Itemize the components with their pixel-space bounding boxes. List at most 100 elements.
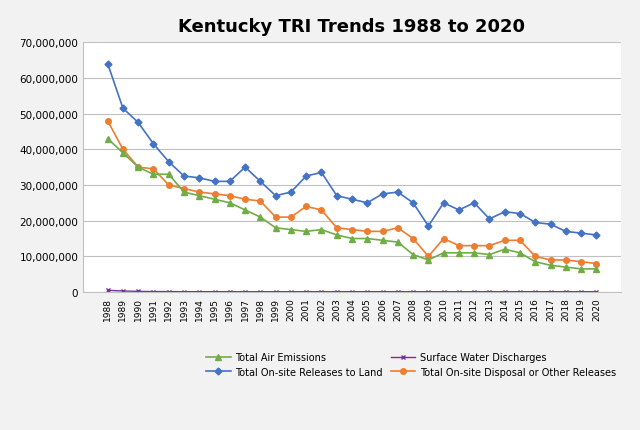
Surface Water Discharges bbox=[287, 289, 295, 295]
Surface Water Discharges bbox=[516, 289, 524, 295]
Total On-site Disposal or Other Releases bbox=[531, 254, 539, 259]
Total Air Emissions bbox=[165, 172, 173, 178]
Total On-site Disposal or Other Releases bbox=[501, 238, 509, 243]
Total Air Emissions bbox=[501, 247, 509, 252]
Total Air Emissions bbox=[195, 194, 203, 199]
Total Air Emissions bbox=[394, 240, 402, 245]
Surface Water Discharges bbox=[547, 289, 554, 295]
Surface Water Discharges bbox=[257, 289, 264, 295]
Total On-site Releases to Land bbox=[409, 201, 417, 206]
Total Air Emissions bbox=[364, 237, 371, 242]
Total On-site Releases to Land bbox=[501, 210, 509, 215]
Total On-site Releases to Land bbox=[379, 192, 387, 197]
Total Air Emissions bbox=[516, 251, 524, 256]
Total On-site Disposal or Other Releases bbox=[302, 204, 310, 209]
Total On-site Releases to Land bbox=[364, 201, 371, 206]
Total On-site Disposal or Other Releases bbox=[226, 194, 234, 199]
Total Air Emissions bbox=[486, 252, 493, 258]
Total On-site Disposal or Other Releases bbox=[409, 237, 417, 242]
Total On-site Releases to Land bbox=[257, 179, 264, 184]
Total On-site Releases to Land bbox=[424, 224, 432, 229]
Total On-site Releases to Land bbox=[226, 179, 234, 184]
Total On-site Disposal or Other Releases bbox=[455, 243, 463, 249]
Surface Water Discharges bbox=[104, 288, 111, 293]
Total Air Emissions bbox=[150, 172, 157, 178]
Surface Water Discharges bbox=[317, 289, 325, 295]
Total On-site Disposal or Other Releases bbox=[104, 119, 111, 124]
Total On-site Disposal or Other Releases bbox=[150, 167, 157, 172]
Surface Water Discharges bbox=[348, 289, 356, 295]
Line: Total Air Emissions: Total Air Emissions bbox=[105, 136, 599, 272]
Total On-site Releases to Land bbox=[272, 194, 280, 199]
Total Air Emissions bbox=[119, 151, 127, 156]
Total On-site Disposal or Other Releases bbox=[348, 227, 356, 233]
Total Air Emissions bbox=[180, 190, 188, 195]
Total Air Emissions bbox=[104, 137, 111, 142]
Total Air Emissions bbox=[272, 226, 280, 231]
Total Air Emissions bbox=[226, 201, 234, 206]
Total On-site Releases to Land bbox=[180, 174, 188, 179]
Surface Water Discharges bbox=[379, 289, 387, 295]
Total Air Emissions bbox=[577, 267, 585, 272]
Total On-site Disposal or Other Releases bbox=[562, 258, 570, 263]
Total On-site Disposal or Other Releases bbox=[547, 258, 554, 263]
Line: Total On-site Releases to Land: Total On-site Releases to Land bbox=[105, 62, 599, 238]
Total Air Emissions bbox=[455, 251, 463, 256]
Surface Water Discharges bbox=[134, 289, 142, 294]
Total On-site Releases to Land bbox=[150, 142, 157, 147]
Total On-site Releases to Land bbox=[440, 201, 447, 206]
Surface Water Discharges bbox=[272, 289, 280, 295]
Total On-site Releases to Land bbox=[333, 194, 340, 199]
Total On-site Releases to Land bbox=[531, 220, 539, 225]
Total Air Emissions bbox=[302, 229, 310, 234]
Surface Water Discharges bbox=[424, 289, 432, 295]
Line: Surface Water Discharges: Surface Water Discharges bbox=[106, 289, 598, 294]
Surface Water Discharges bbox=[333, 289, 340, 295]
Title: Kentucky TRI Trends 1988 to 2020: Kentucky TRI Trends 1988 to 2020 bbox=[179, 18, 525, 36]
Surface Water Discharges bbox=[562, 289, 570, 295]
Surface Water Discharges bbox=[440, 289, 447, 295]
Total Air Emissions bbox=[134, 165, 142, 170]
Surface Water Discharges bbox=[394, 289, 402, 295]
Total On-site Releases to Land bbox=[394, 190, 402, 195]
Total On-site Releases to Land bbox=[593, 233, 600, 238]
Total On-site Disposal or Other Releases bbox=[394, 226, 402, 231]
Total On-site Disposal or Other Releases bbox=[379, 229, 387, 234]
Total Air Emissions bbox=[562, 265, 570, 270]
Total On-site Disposal or Other Releases bbox=[516, 238, 524, 243]
Total On-site Releases to Land bbox=[241, 165, 249, 170]
Total Air Emissions bbox=[440, 251, 447, 256]
Total On-site Disposal or Other Releases bbox=[211, 192, 218, 197]
Total On-site Disposal or Other Releases bbox=[287, 215, 295, 220]
Total Air Emissions bbox=[547, 263, 554, 268]
Total On-site Releases to Land bbox=[455, 208, 463, 213]
Total On-site Disposal or Other Releases bbox=[195, 190, 203, 195]
Total On-site Disposal or Other Releases bbox=[241, 197, 249, 203]
Surface Water Discharges bbox=[409, 289, 417, 295]
Surface Water Discharges bbox=[302, 289, 310, 295]
Total On-site Releases to Land bbox=[317, 170, 325, 175]
Total Air Emissions bbox=[379, 238, 387, 243]
Legend: Total Air Emissions, Total On-site Releases to Land, Surface Water Discharges, T: Total Air Emissions, Total On-site Relea… bbox=[206, 352, 616, 377]
Total Air Emissions bbox=[333, 233, 340, 238]
Total Air Emissions bbox=[531, 260, 539, 265]
Total On-site Disposal or Other Releases bbox=[424, 254, 432, 259]
Total On-site Releases to Land bbox=[211, 179, 218, 184]
Surface Water Discharges bbox=[577, 289, 585, 295]
Surface Water Discharges bbox=[241, 289, 249, 295]
Total On-site Releases to Land bbox=[348, 197, 356, 203]
Surface Water Discharges bbox=[531, 289, 539, 295]
Total On-site Releases to Land bbox=[195, 176, 203, 181]
Total On-site Releases to Land bbox=[165, 160, 173, 165]
Total On-site Releases to Land bbox=[119, 106, 127, 111]
Surface Water Discharges bbox=[470, 289, 478, 295]
Total On-site Releases to Land bbox=[470, 201, 478, 206]
Total Air Emissions bbox=[409, 252, 417, 258]
Total On-site Disposal or Other Releases bbox=[119, 147, 127, 153]
Line: Total On-site Disposal or Other Releases: Total On-site Disposal or Other Releases bbox=[105, 119, 599, 267]
Surface Water Discharges bbox=[455, 289, 463, 295]
Surface Water Discharges bbox=[119, 289, 127, 294]
Total Air Emissions bbox=[348, 237, 356, 242]
Total Air Emissions bbox=[593, 267, 600, 272]
Total On-site Disposal or Other Releases bbox=[134, 165, 142, 170]
